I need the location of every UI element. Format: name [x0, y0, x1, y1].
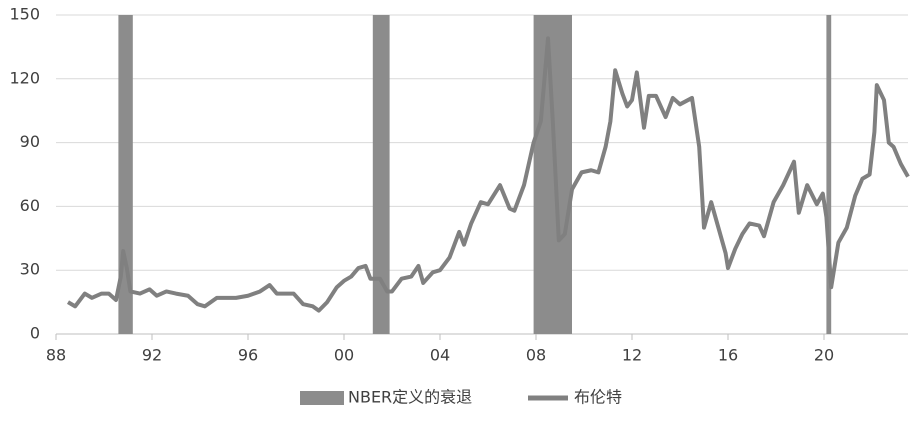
x-tick-label: 08: [526, 346, 546, 365]
recession-bar: [533, 15, 572, 334]
y-tick-label: 90: [20, 132, 40, 151]
y-tick-label: 150: [9, 5, 40, 24]
x-tick-label: 12: [622, 346, 642, 365]
y-tick-label: 30: [20, 260, 40, 279]
x-tick-label: 88: [46, 346, 66, 365]
x-tick-label: 00: [334, 346, 354, 365]
price-line: [66, 36, 910, 313]
y-tick-label: 0: [30, 324, 40, 343]
y-tick-label: 120: [9, 68, 40, 87]
y-tick-label: 60: [20, 196, 40, 215]
legend-label: NBER定义的衰退: [348, 388, 472, 407]
legend-swatch: [300, 391, 344, 405]
x-tick-label: 04: [430, 346, 450, 365]
legend-label: 布伦特: [574, 388, 622, 407]
recession-bar: [372, 15, 390, 334]
recession-bar: [826, 15, 832, 334]
x-tick-label: 16: [718, 346, 738, 365]
x-tick-label: 96: [238, 346, 258, 365]
x-tick-label: 20: [814, 346, 834, 365]
x-tick-label: 92: [142, 346, 162, 365]
